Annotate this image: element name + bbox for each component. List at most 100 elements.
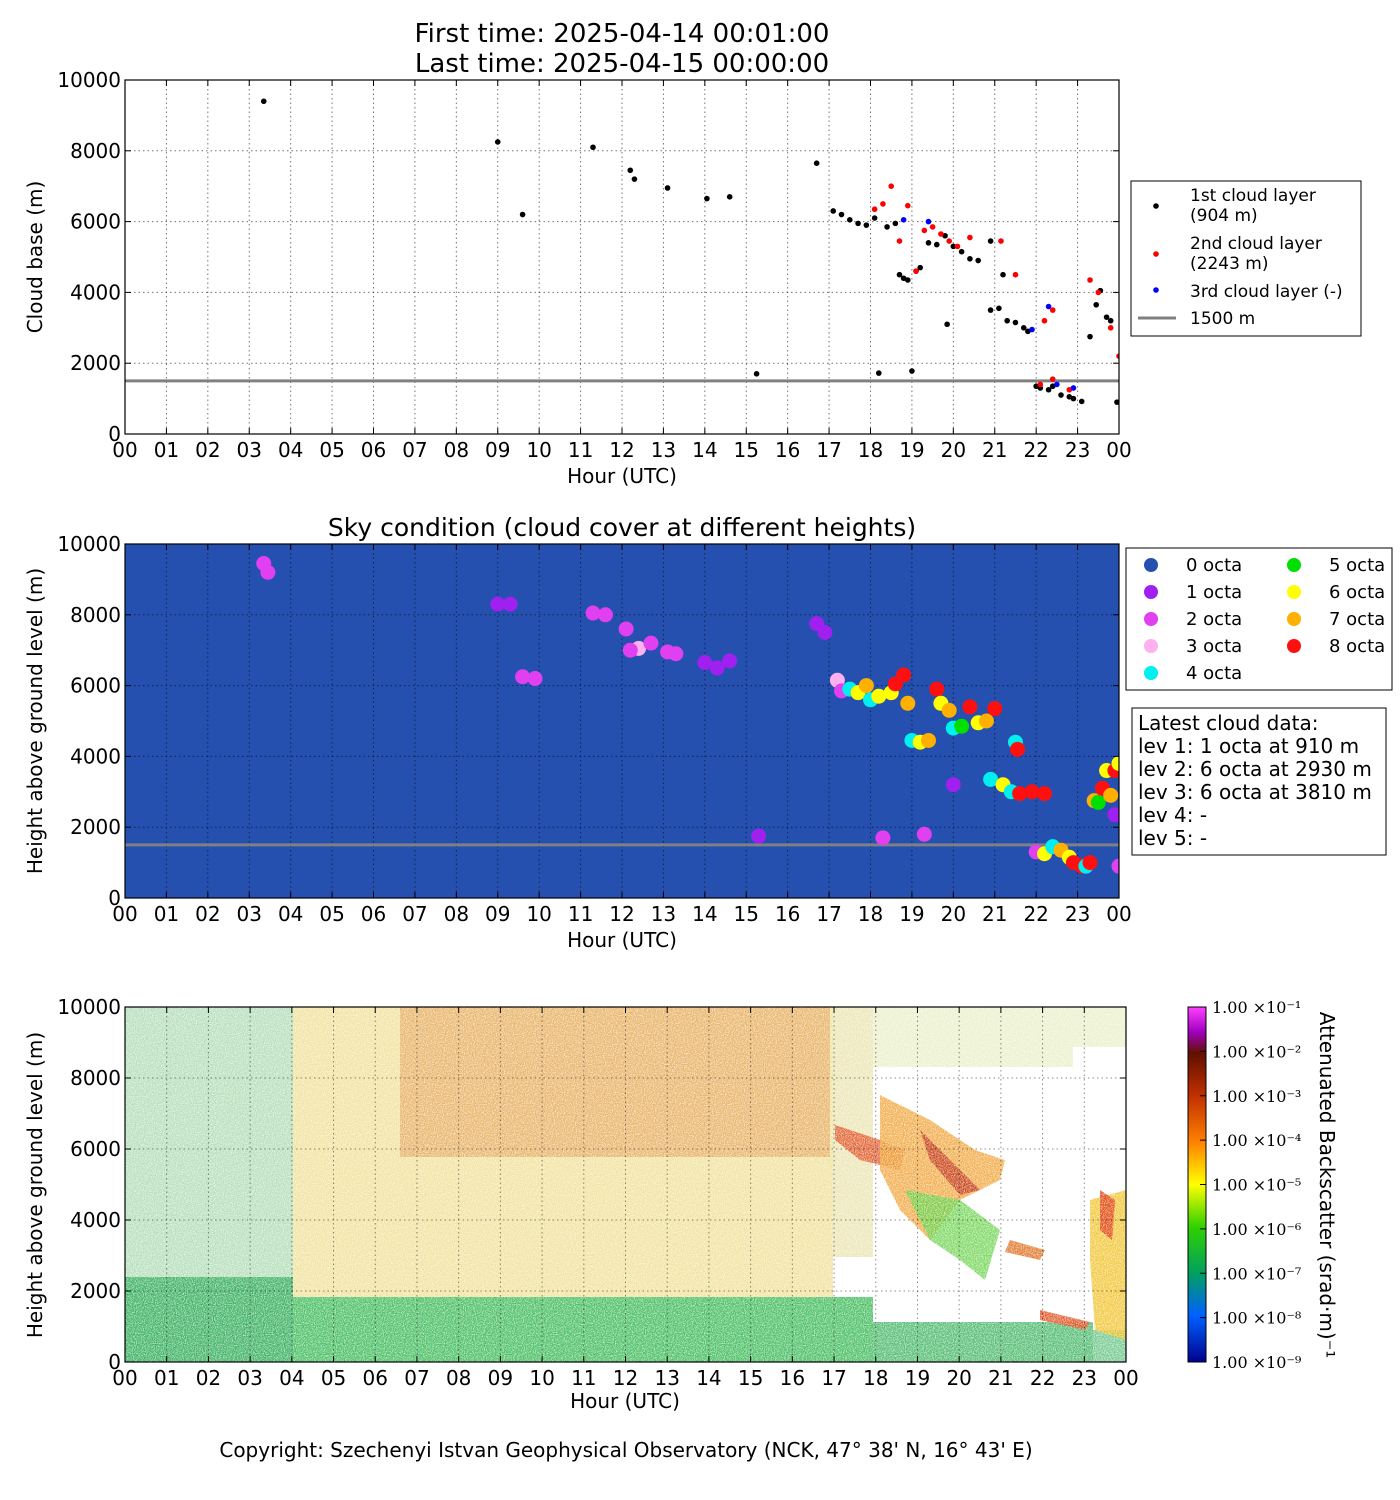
- octa-1-point: [722, 653, 738, 669]
- x-tick-label: 07: [402, 902, 427, 926]
- backscatter-y-label: Height above ground level (m): [23, 1032, 47, 1338]
- octa-1-point: [1107, 807, 1119, 823]
- octa-legend-label: 8 octa: [1329, 636, 1385, 657]
- octa-5-point: [954, 718, 970, 734]
- octa-1-point: [697, 655, 713, 671]
- colorbar: 1.00 ×10⁻⁹ 1.00 ×10⁻⁸ 1.00 ×10⁻⁷ 1.00 ×10⁻⁶…: [1187, 998, 1339, 1372]
- cloud-layer-1-point: [975, 257, 981, 264]
- octa-1-point: [751, 828, 767, 844]
- colorbar-tick-label: 1.00 ×10⁻²: [1212, 1042, 1301, 1061]
- cloud-layer-1-point: [863, 222, 870, 228]
- x-tick-label: 00: [1113, 1366, 1138, 1390]
- x-tick-label: 13: [651, 438, 676, 462]
- octa-2-point: [622, 642, 638, 658]
- colorbar-tick-label: 1.00 ×10⁻⁹: [1212, 1353, 1302, 1372]
- cloud-layer-1-point: [958, 248, 965, 255]
- x-tick-label: 02: [196, 1366, 221, 1390]
- cloud-layer-1-point: [925, 240, 932, 246]
- octa-legend-label: 0 octa: [1186, 555, 1242, 576]
- cloud-layer-2-point: [871, 206, 878, 213]
- octa-legend-label: 3 octa: [1186, 636, 1242, 657]
- cloud-layer-1-point: [813, 160, 820, 166]
- x-tick-label: 16: [780, 1366, 805, 1390]
- sky-condition-x-label: Hour (UTC): [567, 928, 677, 952]
- octa-1-point: [709, 660, 725, 676]
- cloud-layer-1-point: [1012, 319, 1019, 326]
- cloud-layer-1-point: [519, 211, 526, 218]
- cloud-base-y-ticks: 0 2000 4000 6000 8000 10000: [57, 68, 1119, 446]
- backscatter-x-label: Hour (UTC): [570, 1389, 680, 1413]
- sky-condition-panel: Sky condition (cloud cover at different …: [23, 513, 1393, 952]
- x-tick-label: 20: [941, 902, 966, 926]
- cloud-layer-1-point: [944, 321, 950, 328]
- y-tick-label: 4000: [70, 744, 121, 768]
- octa-legend-label: 7 octa: [1329, 609, 1385, 630]
- octa-7-point: [978, 713, 994, 729]
- x-tick-label: 23: [1065, 902, 1090, 926]
- cloud-layer-1-point: [494, 139, 501, 145]
- octa-7-point: [900, 695, 916, 711]
- x-tick-label: 02: [195, 902, 220, 926]
- legend-layer3-label: 3rd cloud layer (-): [1190, 282, 1343, 302]
- cloud-layer-1-point: [830, 208, 837, 214]
- x-tick-label: 08: [446, 1366, 471, 1390]
- octa-1-point: [502, 596, 518, 612]
- x-tick-label: 23: [1065, 438, 1090, 462]
- x-tick-label: 11: [568, 902, 593, 926]
- octa-legend-marker: [1144, 612, 1158, 626]
- cloud-base-legend-box: [1130, 180, 1362, 337]
- cloud-layer-2-point: [1041, 317, 1048, 324]
- x-tick-label: 04: [278, 438, 303, 462]
- x-tick-label: 10: [526, 438, 551, 462]
- latest-cloud-info: Latest cloud data: lev 1: 1 octa at 910 …: [1131, 707, 1387, 856]
- x-tick-label: 09: [485, 438, 510, 462]
- cloud-layer-1-point: [1058, 392, 1064, 398]
- latest-cloud-info-line: lev 5: -: [1138, 826, 1207, 850]
- octa-legend-label: 5 octa: [1329, 555, 1385, 576]
- x-tick-label: 14: [692, 902, 717, 926]
- y-tick-label: 10000: [57, 995, 121, 1019]
- cloud-layer-1-point: [1070, 395, 1077, 402]
- x-tick-label: 20: [941, 438, 966, 462]
- octa-legend-box: [1125, 547, 1393, 691]
- cloud-layer-1-point: [884, 224, 890, 230]
- sky-condition-y-ticks: 0 2000 4000 6000 8000 10000: [57, 532, 1119, 910]
- octa-8-point: [1082, 855, 1098, 871]
- octa-2-point: [527, 671, 543, 687]
- x-tick-label: 19: [905, 1366, 930, 1390]
- cloud-layer-1-point: [1045, 386, 1052, 393]
- x-tick-label: 17: [816, 902, 841, 926]
- cloud-layer-1-point: [1087, 333, 1093, 340]
- cloud-layer-2-point: [1049, 307, 1056, 313]
- octa-legend: 0 octa 1 octa 2 octa 3 octa 4 octa 5 octa 6 oc…: [1125, 547, 1393, 691]
- octa-8-point: [929, 681, 945, 697]
- x-tick-label: 06: [361, 438, 386, 462]
- cloud-layer-1-point: [631, 176, 638, 182]
- colorbar-tick-label: 1.00 ×10⁻³: [1212, 1087, 1301, 1106]
- x-tick-label: 18: [858, 438, 883, 462]
- x-tick-label: 17: [816, 438, 841, 462]
- latest-cloud-info-line: lev 1: 1 octa at 910 m: [1138, 734, 1359, 758]
- octa-8-point: [1012, 786, 1028, 802]
- x-tick-label: 22: [1023, 902, 1048, 926]
- x-tick-label: 16: [775, 438, 800, 462]
- octa-legend-label: 6 octa: [1329, 582, 1385, 603]
- copyright-footer: Copyright: Szechenyi Istvan Geophysical …: [219, 1438, 1032, 1462]
- cloud-layer-2-point: [1037, 381, 1044, 388]
- x-tick-label: 11: [568, 438, 593, 462]
- legend-layer1-line1: 1st cloud layer: [1190, 186, 1316, 206]
- x-tick-label: 01: [154, 902, 179, 926]
- octa-legend-marker: [1144, 639, 1158, 653]
- octa-1-point: [817, 625, 833, 640]
- cloud-layer-1-point: [1103, 314, 1110, 320]
- cloud-layer-1-point: [1004, 317, 1010, 324]
- cloud-base-y-label: Cloud base (m): [23, 181, 47, 334]
- cloud-layer-2-point: [904, 202, 911, 209]
- cloud-layer-2-point: [1107, 325, 1114, 331]
- cloud-layer-1-point: [855, 220, 861, 227]
- x-tick-label: 13: [651, 902, 676, 926]
- x-tick-label: 10: [526, 902, 551, 926]
- x-tick-label: 00: [1106, 902, 1131, 926]
- x-tick-label: 12: [609, 902, 634, 926]
- x-tick-label: 23: [1072, 1366, 1097, 1390]
